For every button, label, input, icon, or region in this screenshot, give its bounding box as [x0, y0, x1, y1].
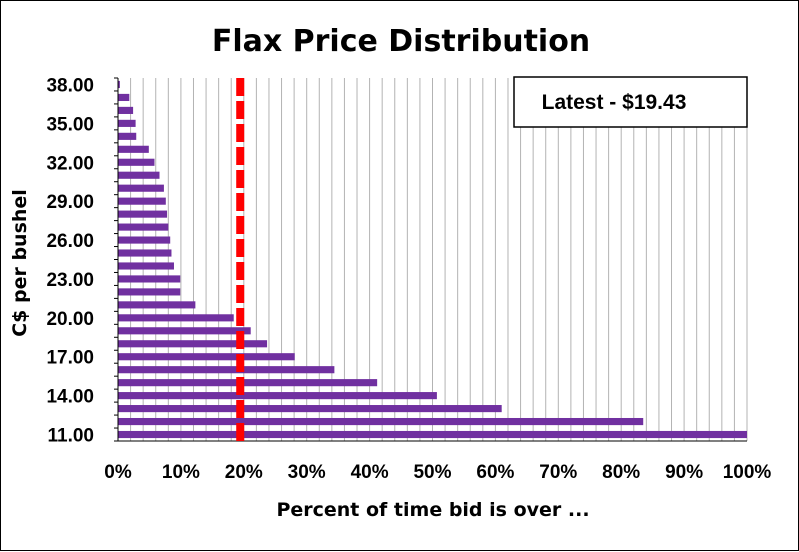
y-tick-label: 35.00: [46, 114, 94, 135]
x-tick-label: 50%: [413, 462, 451, 483]
bar: [118, 132, 137, 140]
bars: [118, 80, 747, 439]
x-tick-label: 100%: [723, 462, 772, 483]
annotation-text: Latest - $19.43: [542, 91, 687, 114]
x-tick-label: 70%: [539, 462, 577, 483]
y-tick-label: 23.00: [46, 270, 94, 291]
bar: [118, 417, 644, 426]
x-tick-label: 0%: [104, 462, 132, 483]
bar: [118, 275, 181, 283]
bar: [118, 197, 166, 205]
bar: [118, 119, 136, 127]
bar: [118, 145, 149, 153]
y-tick-label: 11.00: [48, 426, 95, 447]
bar: [118, 353, 295, 361]
bar: [118, 184, 164, 192]
x-tick-label: 40%: [351, 462, 389, 483]
y-tick-label: 38.00: [46, 75, 94, 96]
bar: [118, 171, 160, 179]
y-tick-label: 32.00: [46, 153, 94, 174]
grid-lines: [130, 78, 748, 441]
bar: [118, 158, 155, 166]
bar: [118, 106, 134, 114]
bar: [118, 301, 196, 309]
bar: [118, 392, 437, 400]
bar: [118, 314, 234, 322]
x-tick-labels: 0% 10% 20% 30% 40% 50% 60% 70% 80% 90% 100%: [104, 462, 771, 483]
y-tick-label: 17.00: [46, 348, 94, 369]
bar: [118, 223, 169, 231]
bar: [118, 288, 181, 296]
y-tick-label: 14.00: [46, 387, 94, 408]
x-axis-title: Percent of time bid is over ...: [276, 499, 589, 521]
axes: [114, 77, 747, 442]
y-tick-label: 29.00: [46, 192, 94, 213]
y-tick-label: 26.00: [46, 231, 94, 252]
bar: [118, 262, 174, 270]
y-tick-label: 20.00: [46, 309, 94, 330]
chart-title: Flax Price Distribution: [212, 24, 590, 59]
bar: [118, 379, 378, 387]
bar: [118, 210, 168, 218]
bar: [118, 236, 171, 244]
x-tick-label: 80%: [602, 462, 640, 483]
bar: [118, 93, 130, 102]
x-tick-label: 10%: [162, 462, 200, 483]
x-tick-label: 90%: [665, 462, 703, 483]
x-tick-label: 60%: [476, 462, 514, 483]
annotation-box: [513, 76, 748, 128]
y-tick-labels: 11.00 14.00 17.00 20.00 23.00 26.00 29.00 32.00…: [46, 75, 94, 446]
bar: [118, 430, 747, 439]
latest-annotation: Latest - $19.43: [513, 76, 748, 128]
x-tick-label: 20%: [225, 462, 263, 483]
bar: [118, 405, 502, 413]
bar: [118, 327, 251, 335]
x-tick-label: 30%: [288, 462, 326, 483]
bar: [118, 80, 120, 89]
y-axis-title: C$ per bushel: [9, 189, 31, 337]
bar: [118, 340, 268, 348]
bar: [118, 366, 335, 374]
bar: [118, 249, 172, 257]
